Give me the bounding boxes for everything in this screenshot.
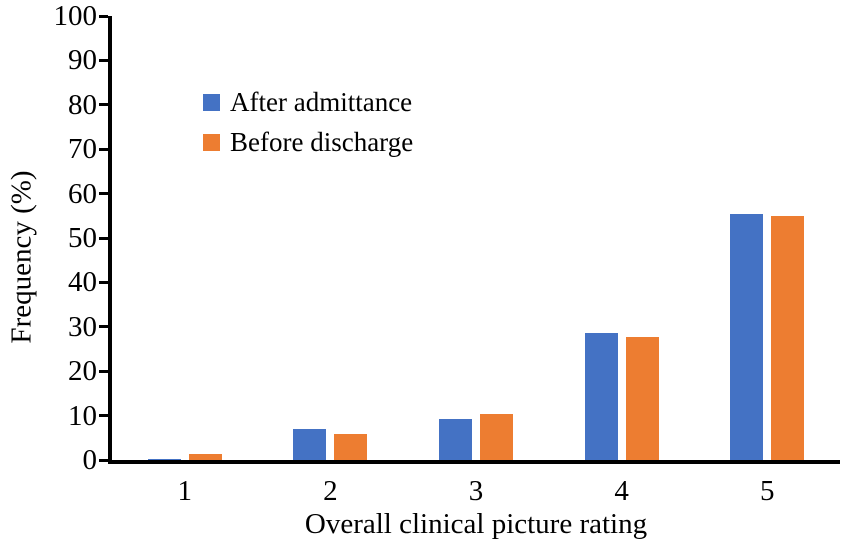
y-tick-label: 80 (68, 88, 97, 121)
legend-swatch-after-admittance (203, 94, 220, 111)
bar-before-discharge-rating-1 (188, 453, 222, 460)
legend: After admittance Before discharge (203, 88, 413, 168)
y-tick-label: 30 (68, 310, 97, 343)
y-tick-mark (99, 14, 108, 18)
y-tick-mark (99, 103, 108, 107)
y-tick-mark (99, 236, 108, 240)
y-tick-label: 70 (68, 133, 97, 166)
y-tick-label: 90 (68, 44, 97, 77)
y-tick-label: 0 (82, 444, 98, 476)
y-tick-label: 100 (53, 0, 98, 32)
y-tick-mark (99, 414, 108, 418)
y-tick-mark (99, 325, 108, 329)
bar-before-discharge-rating-4 (625, 336, 659, 460)
y-tick-label: 50 (68, 222, 97, 254)
bar-after-admittance-rating-1 (147, 458, 181, 460)
x-tick-label-4: 4 (614, 475, 629, 507)
y-tick-mark (99, 369, 108, 373)
y-tick-mark (99, 458, 108, 462)
y-tick-label: 60 (68, 177, 97, 210)
legend-item-before-discharge: Before discharge (203, 128, 413, 157)
y-tick-mark (99, 280, 108, 284)
bar-after-admittance-rating-3 (439, 419, 472, 460)
legend-label-before-discharge: Before discharge (230, 127, 414, 157)
y-tick-label: 40 (68, 266, 97, 299)
legend-swatch-before-discharge (203, 134, 220, 151)
y-tick-label: 20 (68, 355, 97, 388)
y-tick-label: 10 (68, 399, 97, 432)
bar-before-discharge-rating-2 (334, 434, 368, 460)
x-tick-label-3: 3 (468, 475, 484, 507)
y-tick-mark (99, 58, 108, 62)
bar-before-discharge-rating-3 (480, 413, 513, 460)
plot-area: 0 10 20 30 40 50 60 70 80 90 100 1 2 3 4 5 (54, 1, 840, 506)
x-tick-label-1: 1 (177, 475, 193, 507)
bar-after-admittance-rating-5 (730, 214, 764, 460)
legend-label-after-admittance: After admittance (230, 87, 413, 117)
x-tick-label-2: 2 (323, 475, 338, 507)
y-tick-mark (99, 192, 108, 196)
y-tick-mark (99, 147, 108, 151)
bar-before-discharge-rating-5 (771, 215, 805, 460)
x-tick-label-5: 5 (759, 475, 775, 507)
legend-item-after-admittance: After admittance (203, 88, 413, 117)
bar-after-admittance-rating-2 (293, 428, 327, 460)
bar-after-admittance-rating-4 (584, 333, 618, 460)
x-axis-title: Overall clinical picture rating (304, 508, 648, 540)
